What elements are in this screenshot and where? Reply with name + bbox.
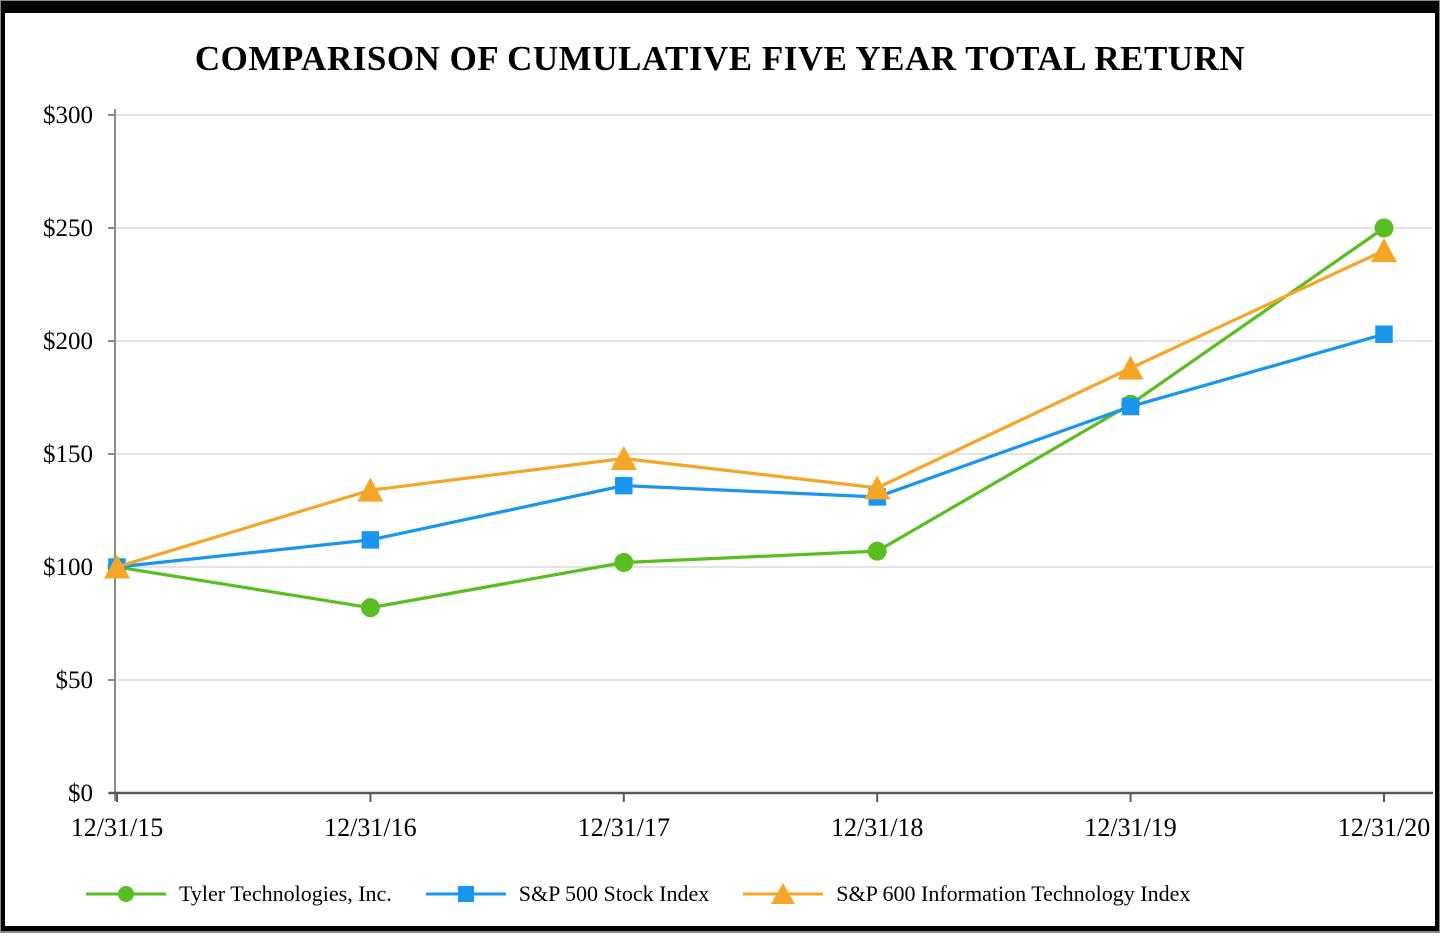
- s-p-500-stock-index-5-point-icon: [1375, 325, 1393, 343]
- tyler-technologies-legend-swatch-icon: [86, 886, 166, 902]
- x-axis-label-12-31-20: 12/31/20: [1338, 813, 1430, 842]
- y-axis-label-100: $100: [43, 554, 93, 581]
- x-axis-label-12-31-17: 12/31/17: [578, 813, 670, 842]
- s-p-500-stock-index-series-line: [116, 332, 1385, 569]
- y-axis-label-300: $300: [43, 102, 93, 129]
- s-p-500-stock-index-legend-marker-icon: [457, 886, 474, 902]
- s-p-600-information-technology-index-4-point-icon: [1117, 355, 1144, 380]
- legend-item-sp600-it: S&P 600 Information Technology Index: [743, 881, 1190, 907]
- legend-label-sp500: S&P 500 Stock Index: [518, 881, 710, 906]
- tyler-technologies-inc-1-point-icon: [360, 598, 380, 618]
- chart-title: COMPARISON OF CUMULATIVE FIVE YEAR TOTAL…: [194, 39, 1246, 78]
- performance-line-chart: $0 $50 $100 $150 $200 $250 $300 12/31/15 12/31/1…: [43, 102, 1433, 842]
- sp600-it-legend-swatch-icon: [743, 883, 824, 904]
- y-axis-label-200: $200: [43, 328, 93, 355]
- tyler-technologies-inc-3-point-icon: [867, 541, 887, 561]
- x-axis-label-12-31-19: 12/31/19: [1084, 813, 1176, 842]
- tyler-technologies-inc-series-line: [116, 226, 1385, 610]
- s-p-600-information-technology-index-2-point-icon: [610, 446, 637, 471]
- x-axis-label-12-31-16: 12/31/16: [324, 813, 416, 842]
- s-p-500-stock-index-1-point-icon: [361, 531, 380, 549]
- tyler-technologies-inc-legend-marker-icon: [118, 886, 134, 902]
- chart-legend: Tyler Technologies, Inc. S&P 500 Stock I…: [86, 873, 1190, 915]
- s-p-600-information-technology-index-1-point-icon: [357, 477, 384, 502]
- s-p-500-stock-index-2-point-icon: [615, 476, 633, 495]
- s-p-600-information-technology-index-5-point-icon: [1371, 238, 1397, 263]
- y-axis-label-150: $150: [43, 441, 93, 468]
- tyler-technologies-inc-2-point-icon: [614, 552, 634, 572]
- s-p-600-information-technology-index-3-point-icon: [864, 475, 891, 500]
- s-p-600-information-technology-index-0-point-icon: [104, 554, 130, 579]
- y-axis-label-250: $250: [43, 215, 93, 242]
- sp500-legend-swatch-icon: [425, 886, 506, 902]
- legend-label-tyler-technologies: Tyler Technologies, Inc.: [179, 881, 392, 906]
- x-axis-label-12-31-15: 12/31/15: [71, 813, 163, 842]
- s-p-500-stock-index-4-point-icon: [1121, 397, 1140, 416]
- y-axis-label-0: $0: [68, 780, 93, 807]
- s-p-600-information-technology-index-legend-marker-icon: [771, 883, 796, 904]
- x-axis-label-12-31-18: 12/31/18: [831, 813, 923, 842]
- y-axis-label-50: $50: [56, 667, 94, 694]
- legend-item-tyler-technologies: Tyler Technologies, Inc.: [86, 881, 392, 907]
- s-p-600-information-technology-index-series-line: [116, 249, 1385, 569]
- legend-item-sp500: S&P 500 Stock Index: [425, 881, 710, 907]
- legend-label-sp600-it: S&P 600 Information Technology Index: [836, 881, 1191, 906]
- tyler-technologies-inc-5-point-icon: [1374, 218, 1394, 238]
